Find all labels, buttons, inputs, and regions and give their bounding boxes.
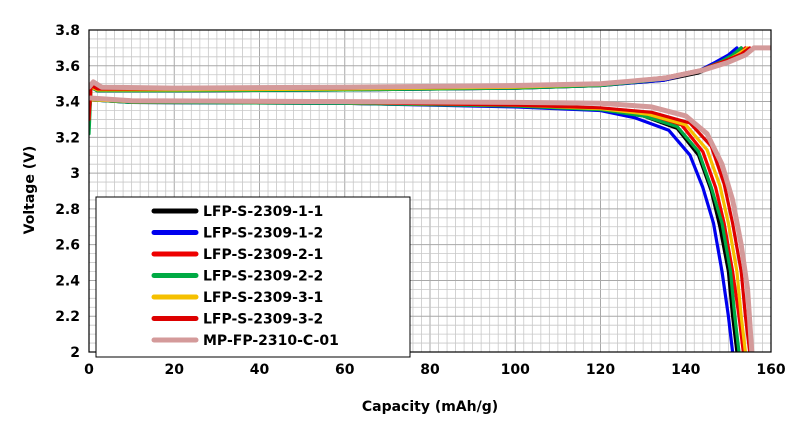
legend-label: LFP-S-2309-2-2 — [203, 269, 323, 285]
y-tick-label: 2.6 — [55, 238, 80, 254]
x-tick-label: 40 — [250, 362, 270, 378]
x-tick-label: 100 — [501, 362, 530, 378]
y-tick-label: 2.2 — [55, 309, 80, 325]
series-line-7-charge — [89, 45, 771, 91]
series-lines — [89, 45, 771, 352]
y-axis-label: Voltage (V) — [22, 146, 38, 235]
legend-label: LFP-S-2309-1-2 — [203, 226, 323, 242]
x-axis-label: Capacity (mAh/g) — [362, 399, 498, 415]
legend: LFP-S-2309-1-1 LFP-S-2309-1-2 LFP-S-2309-2… — [95, 196, 411, 358]
series-line-7-discharge — [89, 95, 755, 352]
legend-label: LFP-S-2309-2-1 — [203, 247, 323, 263]
y-tick-label: 3.6 — [55, 59, 80, 75]
x-tick-label: 80 — [420, 362, 440, 378]
y-tick-label: 3.8 — [55, 23, 80, 39]
legend-label: MP-FP-2310-C-01 — [203, 333, 339, 349]
legend-label: LFP-S-2309-3-2 — [203, 312, 323, 328]
tick-labels: 0 20 40 60 80 100 120 140 160 2 2.2 2.4 2.6 2.8 3 3.2 3.… — [55, 23, 786, 378]
x-tick-label: 160 — [756, 362, 785, 378]
x-tick-label: 60 — [335, 362, 355, 378]
legend-label: LFP-S-2309-3-1 — [203, 290, 323, 306]
x-tick-label: 0 — [84, 362, 94, 378]
x-tick-label: 120 — [586, 362, 615, 378]
legend-label: LFP-S-2309-1-1 — [203, 204, 323, 220]
y-tick-label: 2.4 — [55, 273, 80, 289]
x-tick-label: 140 — [671, 362, 700, 378]
y-tick-label: 2 — [70, 345, 80, 361]
y-tick-label: 3.4 — [55, 95, 80, 111]
plot-frame — [88, 29, 772, 353]
legend-box — [95, 196, 411, 358]
y-tick-label: 3 — [70, 166, 80, 182]
x-tick-label: 20 — [165, 362, 185, 378]
y-tick-label: 2.8 — [55, 202, 80, 218]
y-tick-label: 3.2 — [55, 130, 80, 146]
